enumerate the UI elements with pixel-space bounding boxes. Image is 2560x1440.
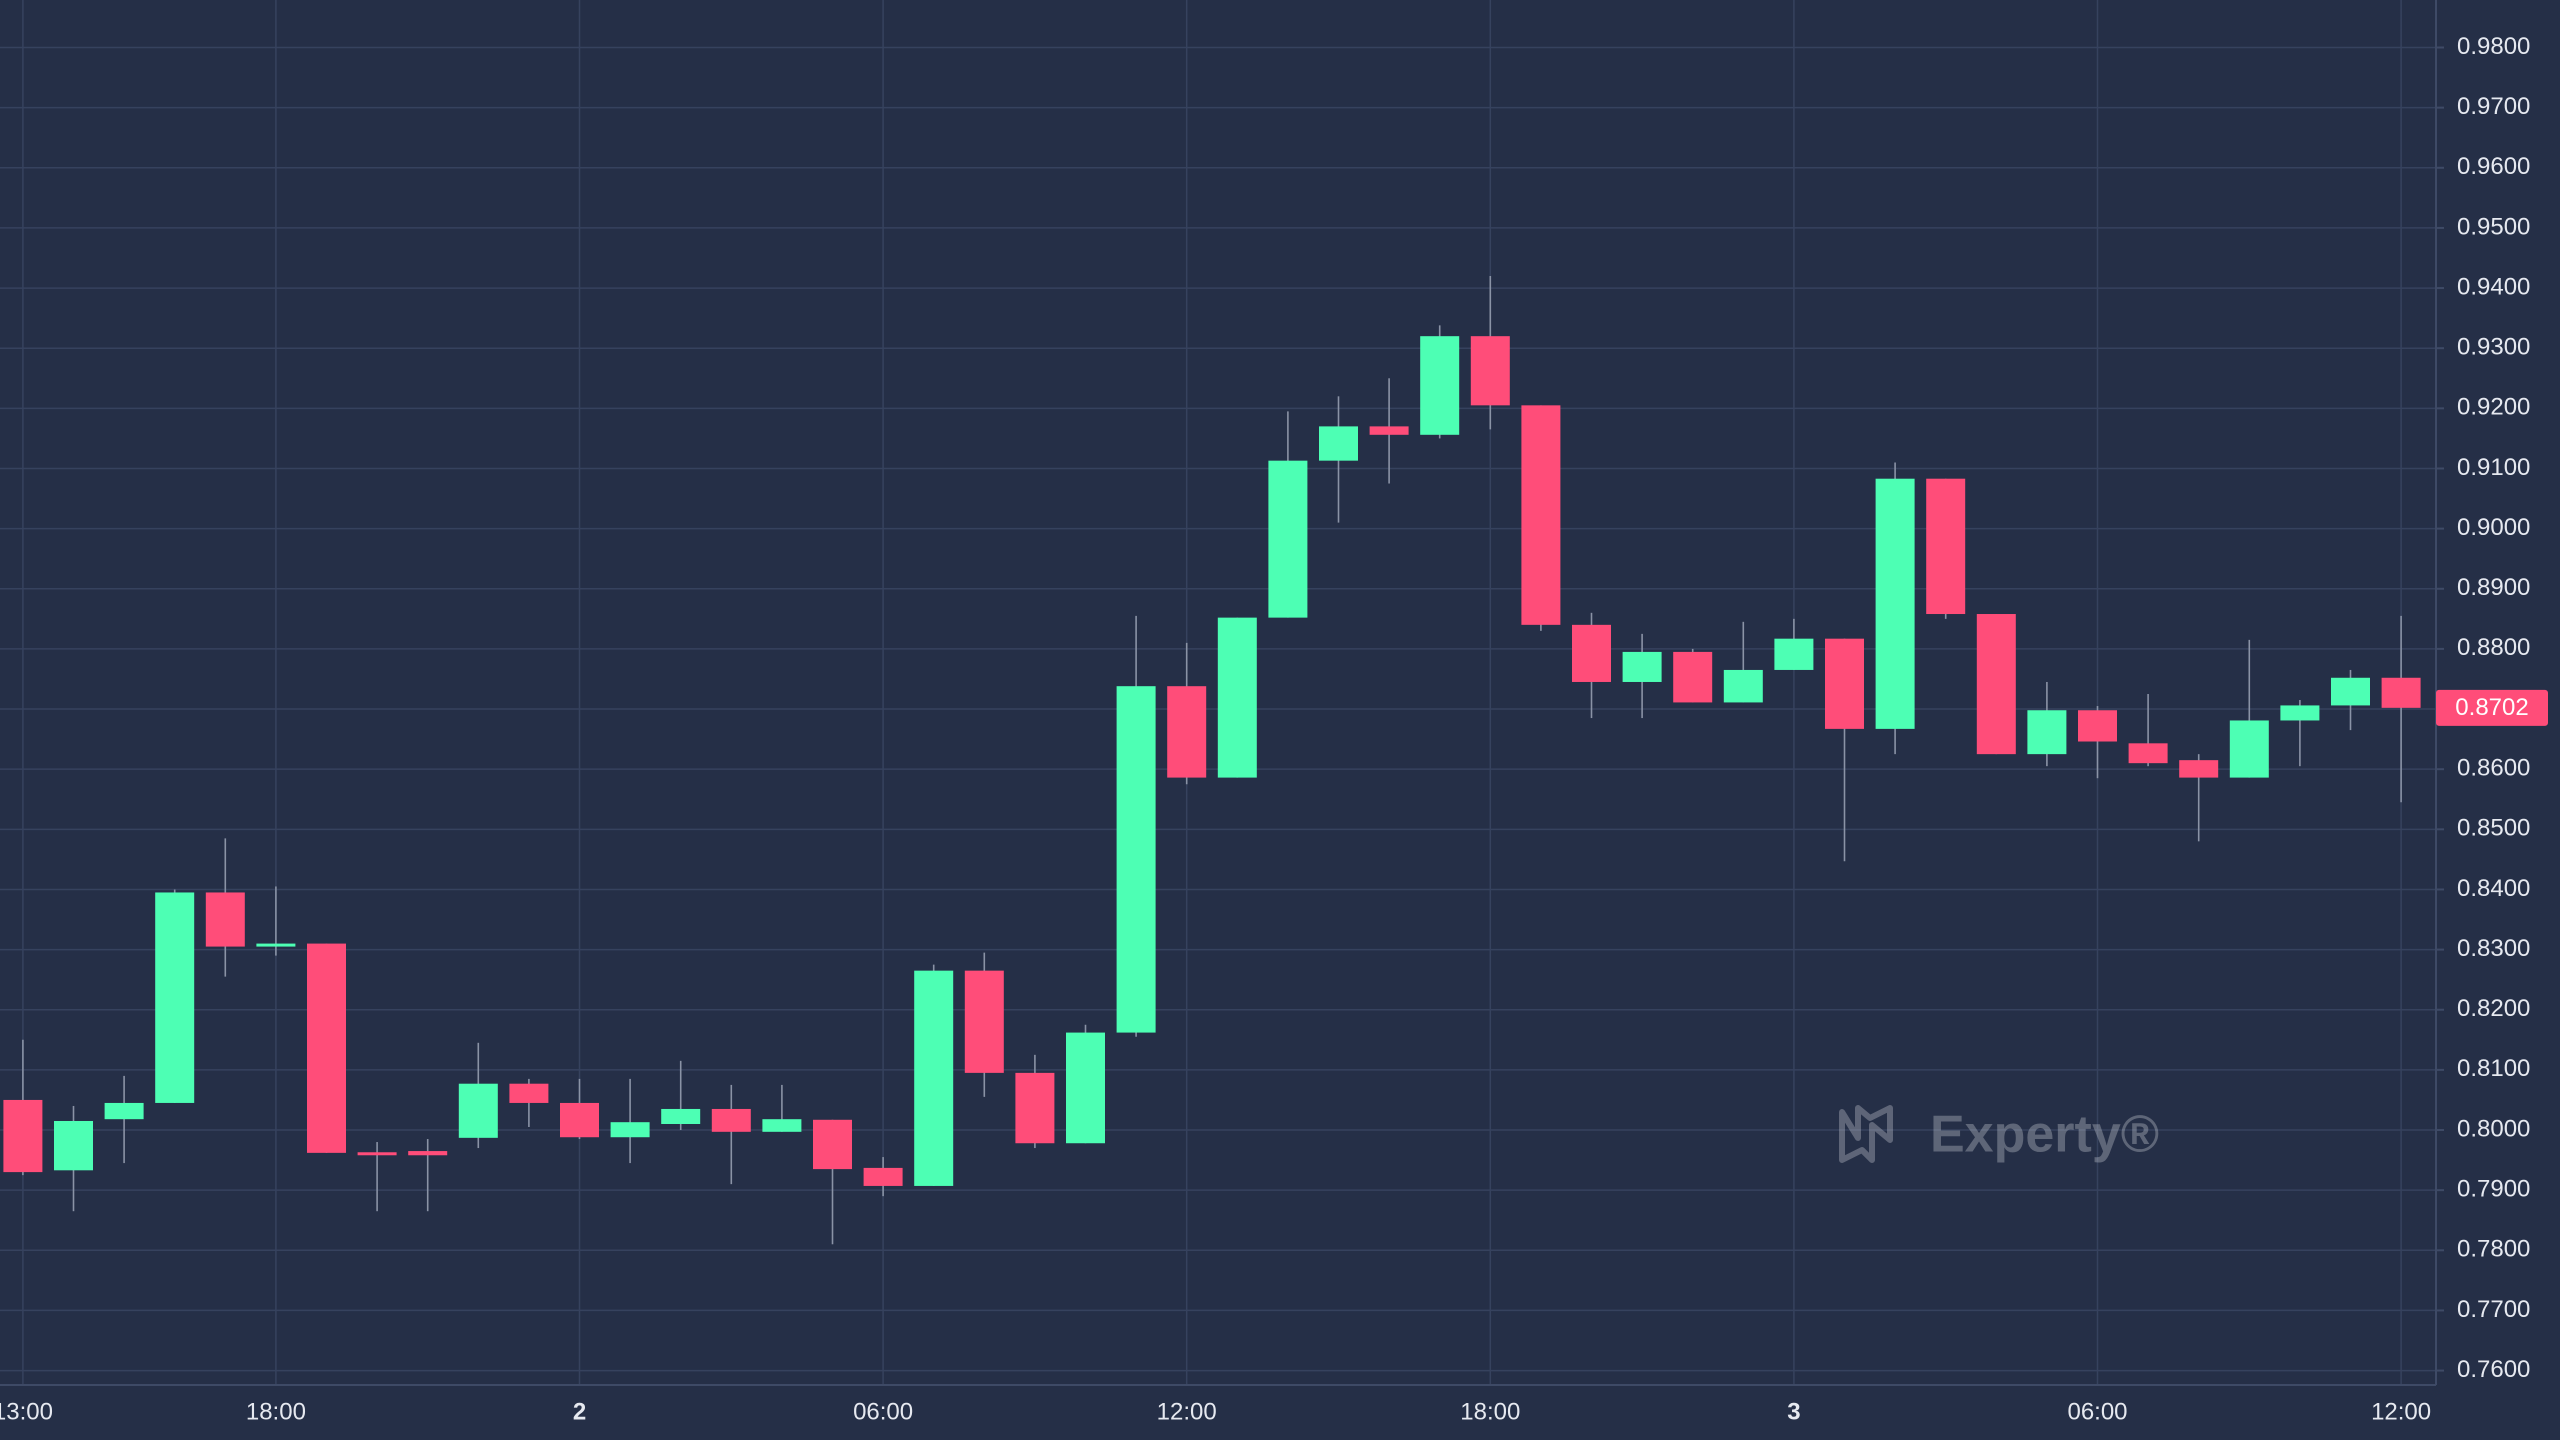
- candle-body: [2280, 705, 2320, 721]
- watermark: Experty®: [1839, 1105, 2159, 1164]
- y-tick-label: 0.9500: [2457, 213, 2530, 240]
- candle-body: [1420, 336, 1460, 435]
- candle-body: [2078, 710, 2117, 742]
- candle-body: [2331, 677, 2370, 706]
- candle-body: [3, 1099, 43, 1173]
- candle-body: [458, 1083, 498, 1138]
- candle-body: [2179, 760, 2219, 778]
- y-tick-label: 0.7600: [2457, 1356, 2530, 1383]
- x-tick-label: 12:00: [1157, 1398, 1217, 1425]
- candle-body: [1976, 614, 2016, 755]
- y-tick-label: 0.7700: [2457, 1296, 2530, 1323]
- candle-body: [2381, 677, 2421, 708]
- y-tick-label: 0.9600: [2457, 153, 2530, 180]
- candle-body: [914, 970, 954, 1186]
- y-tick-label: 0.9300: [2457, 334, 2530, 361]
- candle-body: [1369, 426, 1409, 435]
- x-tick-label: 18:00: [1460, 1398, 1520, 1425]
- watermark-logo: [1839, 1105, 1893, 1163]
- y-tick-label: 0.8100: [2457, 1055, 2530, 1082]
- candle-body: [1723, 669, 1763, 703]
- candle-body: [2229, 720, 2269, 778]
- x-tick-label: 3: [1787, 1398, 1800, 1425]
- y-tick-label: 0.9200: [2457, 394, 2530, 421]
- x-tick-label: 12:00: [2371, 1398, 2431, 1425]
- candle-body: [1066, 1032, 1105, 1144]
- candle-body: [711, 1108, 751, 1132]
- y-tick-label: 0.9700: [2457, 93, 2530, 120]
- candle-body: [1875, 478, 1915, 729]
- candle-body: [205, 892, 245, 947]
- last-price-badge: [2436, 689, 2548, 726]
- candle-body: [54, 1120, 93, 1171]
- candle-body: [762, 1119, 802, 1132]
- candle-body: [863, 1167, 903, 1186]
- y-tick-label: 0.8600: [2457, 755, 2530, 782]
- candle-body: [1622, 651, 1662, 682]
- candle-body: [2128, 743, 2168, 764]
- candle-body: [1319, 426, 1358, 461]
- y-tick-label: 0.8900: [2457, 574, 2530, 601]
- candle-body: [813, 1119, 852, 1170]
- y-tick-label: 0.8300: [2457, 935, 2530, 962]
- x-tick-label: 06:00: [853, 1398, 913, 1425]
- y-tick-label: 0.7800: [2457, 1236, 2530, 1263]
- y-tick-label: 0.9000: [2457, 514, 2530, 541]
- y-tick-label: 0.8000: [2457, 1115, 2530, 1142]
- candle-body: [307, 943, 346, 1153]
- candle-body: [1268, 460, 1308, 618]
- candle-body: [1825, 638, 1864, 729]
- last-price-label: 0.8702: [2455, 694, 2528, 721]
- y-tick-label: 0.9400: [2457, 273, 2530, 300]
- axes: 0.7600 0.7700 0.7800 0.7900 0.8000 0.8100 0.82…: [0, 33, 2548, 1425]
- candle-body: [1470, 336, 1510, 406]
- y-tick-label: 0.8400: [2457, 875, 2530, 902]
- y-tick-label: 0.8500: [2457, 815, 2530, 842]
- candle-body: [610, 1122, 650, 1138]
- candle-body: [1774, 638, 1814, 670]
- candle-body: [408, 1151, 448, 1156]
- candle-body: [256, 943, 296, 947]
- x-tick-label: 13:00: [0, 1398, 53, 1425]
- candle-body: [1015, 1072, 1055, 1144]
- candle-body: [1926, 478, 1966, 615]
- candle-body: [1521, 405, 1561, 625]
- x-tick-label: 18:00: [246, 1398, 306, 1425]
- candle-body: [1116, 686, 1156, 1033]
- watermark-text: Experty®: [1930, 1106, 2159, 1164]
- candle-body: [1572, 624, 1611, 682]
- y-tick-label: 0.9100: [2457, 454, 2530, 481]
- candle-body: [104, 1102, 144, 1120]
- x-tick-label: 2: [573, 1398, 586, 1425]
- candle-body: [560, 1102, 599, 1138]
- candle-body: [509, 1083, 549, 1103]
- y-tick-label: 0.8200: [2457, 995, 2530, 1022]
- y-tick-label: 0.9800: [2457, 33, 2530, 60]
- candle-body: [2027, 710, 2067, 755]
- x-tick-label: 06:00: [2067, 1398, 2127, 1425]
- candle-body: [357, 1152, 397, 1156]
- candle-body: [1217, 617, 1257, 778]
- candle-body: [1167, 686, 1207, 778]
- candle-body: [964, 970, 1004, 1073]
- y-tick-label: 0.7900: [2457, 1175, 2530, 1202]
- y-tick-label: 0.8800: [2457, 634, 2530, 661]
- candles: [3, 276, 2421, 1245]
- candle-body: [155, 892, 195, 1103]
- candle-body: [661, 1108, 701, 1124]
- candle-body: [1673, 651, 1713, 703]
